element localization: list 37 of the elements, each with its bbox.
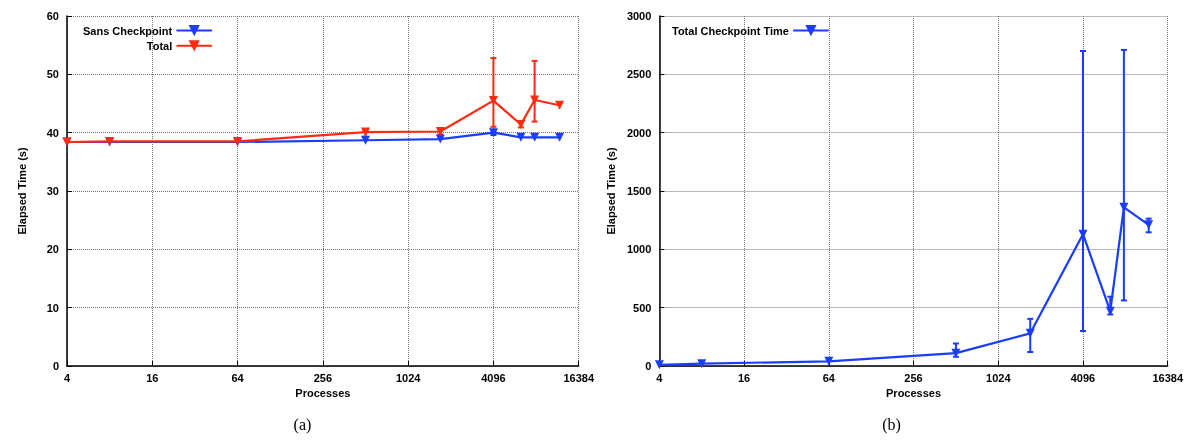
y-tick-label: 1500 bbox=[626, 185, 652, 197]
x-axis-title: Processes bbox=[886, 387, 942, 400]
legend-label: Total bbox=[146, 39, 173, 52]
y-tick-label: 0 bbox=[52, 360, 59, 372]
y-axis-title: Elapsed Time (s) bbox=[604, 147, 617, 235]
legend-label: Sans Checkpoint bbox=[82, 24, 173, 37]
x-tick-label: 16384 bbox=[563, 371, 595, 384]
y-tick-label: 10 bbox=[46, 301, 59, 314]
x-tick-label: 16384 bbox=[1152, 371, 1184, 384]
x-tick-label: 4096 bbox=[481, 371, 506, 384]
x-tick-label: 4 bbox=[63, 371, 71, 384]
text: (b) bbox=[882, 415, 901, 434]
y-tick-label: 2500 bbox=[626, 68, 652, 81]
x-tick-label: 256 bbox=[313, 371, 333, 384]
y-tick-label: 500 bbox=[633, 301, 652, 314]
y-tick-label: 2000 bbox=[626, 126, 652, 139]
y-tick-label: 60 bbox=[46, 10, 59, 22]
x-tick-label: 4 bbox=[656, 371, 664, 384]
text: (a) bbox=[293, 415, 312, 434]
x-tick-label: 16 bbox=[737, 371, 751, 384]
y-tick-label: 0 bbox=[645, 360, 652, 372]
y-axis-title: Elapsed Time (s) bbox=[15, 147, 28, 235]
y-tick-label: 20 bbox=[46, 243, 59, 256]
x-tick-label: 16 bbox=[146, 371, 159, 384]
x-tick-label: 64 bbox=[231, 371, 245, 384]
x-axis-title: Processes bbox=[295, 387, 351, 400]
x-tick-label: 1024 bbox=[395, 371, 422, 384]
x-tick-label: 64 bbox=[822, 371, 836, 384]
legend-label: Total Checkpoint Time bbox=[671, 24, 789, 37]
y-tick-label: 30 bbox=[46, 185, 59, 197]
y-tick-label: 50 bbox=[46, 68, 59, 81]
y-tick-label: 40 bbox=[46, 126, 59, 139]
y-tick-label: 3000 bbox=[626, 10, 652, 22]
x-tick-label: 256 bbox=[904, 371, 923, 384]
x-tick-label: 1024 bbox=[986, 371, 1012, 384]
x-tick-label: 4096 bbox=[1070, 371, 1096, 384]
y-tick-label: 1000 bbox=[626, 243, 652, 256]
